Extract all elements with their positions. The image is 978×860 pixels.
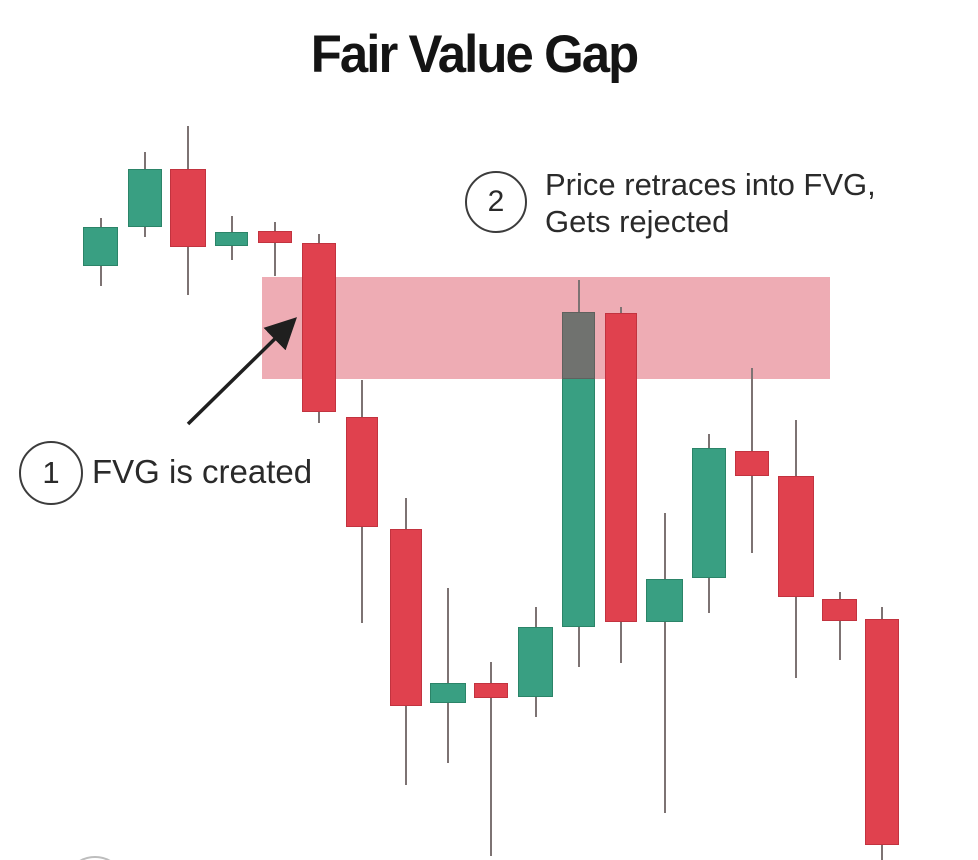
step-2-number-badge: 2 [465, 171, 527, 233]
candle-14-bullish-body [646, 579, 683, 622]
candle-5-bearish-body [258, 231, 292, 243]
step-1-number-badge: 1 [19, 441, 83, 505]
candle-4-bullish-body [215, 232, 248, 246]
step-1-number: 1 [42, 455, 60, 490]
candle-18-wick [838, 592, 841, 660]
step-2-label: Price retraces into FVG, Gets rejected [545, 166, 876, 240]
candle-17-bearish-body [778, 476, 814, 597]
page-title: Fair Value Gap [310, 25, 640, 84]
candle-7-bearish-body [346, 417, 378, 527]
candle-15-bullish-body [692, 448, 726, 578]
fvg-zone-rectangle [262, 277, 830, 379]
candle-9-bullish-body [430, 683, 466, 703]
candle-9-wick [447, 588, 449, 763]
step-3-partial-circle [64, 856, 126, 860]
candle-12-fvg-overlap-gray [562, 312, 595, 379]
step-1-label: FVG is created [92, 453, 313, 490]
candle-11-bullish-body [518, 627, 553, 697]
step-2-label-line2: Gets rejected [545, 204, 730, 239]
candle-3-bearish-body [170, 169, 206, 247]
step-2-number: 2 [487, 185, 505, 218]
candle-18-bearish-body [822, 599, 857, 621]
candle-8-bearish-body [390, 529, 422, 706]
step-2-label-line1: Price retraces into FVG, [545, 167, 876, 202]
candle-2-bullish-body [128, 169, 162, 227]
candle-1-bullish-body [83, 227, 118, 266]
candle-14-wick [663, 513, 666, 813]
candle-13-bearish-body [605, 313, 637, 622]
candle-5-wick [274, 222, 276, 276]
candle-6-bearish-body [302, 243, 336, 412]
candle-10-wick [490, 662, 492, 856]
candle-16-bearish-body [735, 451, 769, 476]
candle-19-bearish-body [865, 619, 899, 845]
candle-10-bearish-body [474, 683, 508, 698]
